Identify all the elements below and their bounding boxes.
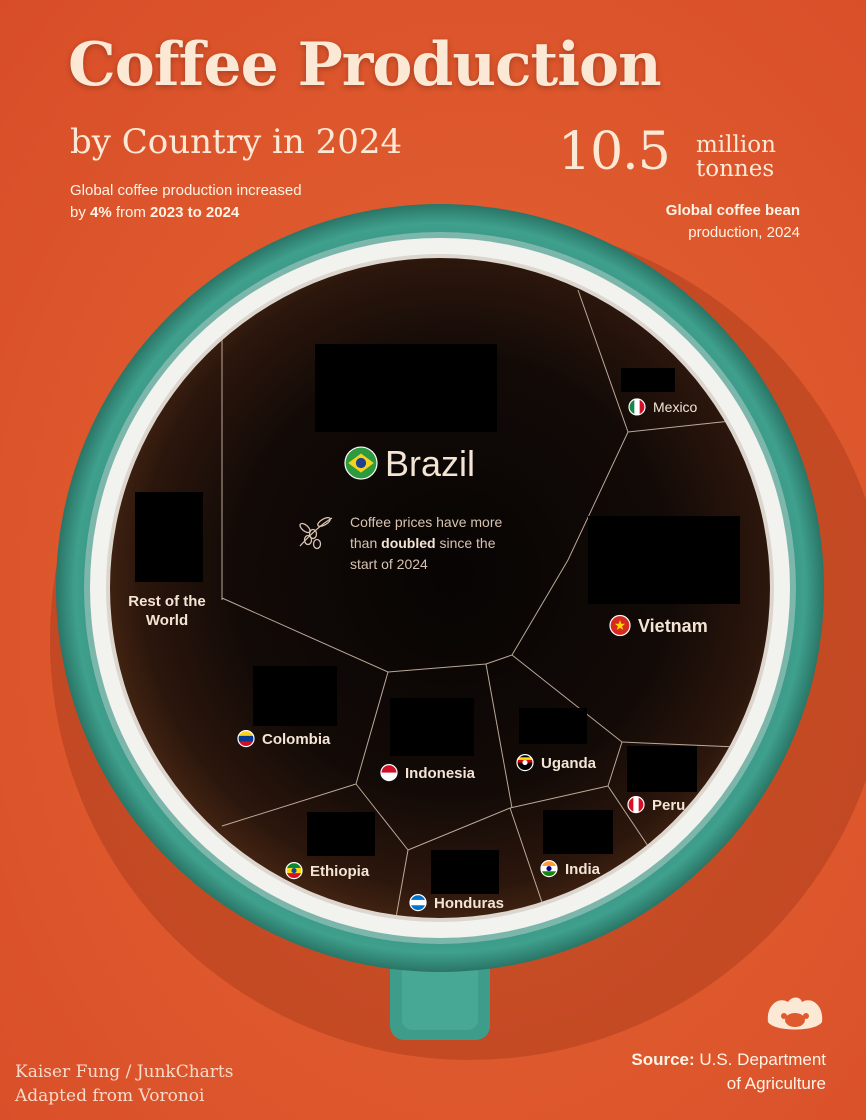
cell-border bbox=[627, 419, 741, 433]
credit-line-2: Adapted from Voronoi bbox=[15, 1086, 205, 1106]
unit-line-2: tonnes bbox=[696, 156, 775, 182]
vietnam-flag-icon bbox=[609, 614, 631, 637]
cell-border bbox=[407, 807, 511, 851]
region-name: Peru bbox=[652, 797, 685, 814]
region-label: Rest of the World bbox=[128, 593, 206, 629]
cell-border bbox=[221, 783, 357, 827]
cell-border bbox=[355, 671, 389, 785]
region-name: Uganda bbox=[541, 755, 597, 772]
total-note-rest: production, 2024 bbox=[688, 224, 800, 241]
redaction-box bbox=[627, 746, 697, 792]
unit-line-1: million bbox=[696, 132, 776, 158]
cell-border bbox=[577, 289, 629, 433]
total-production-unit: million tonnes bbox=[696, 133, 806, 181]
source-note: Source: U.S. Department of Agriculture bbox=[566, 1048, 826, 1096]
cell-border bbox=[485, 663, 513, 809]
mexico-flag-icon bbox=[628, 398, 646, 416]
region-label: Colombia bbox=[237, 729, 331, 748]
annotation-line-2-bold: doubled bbox=[381, 535, 435, 551]
publisher-logo-icon bbox=[767, 997, 823, 1030]
redaction-box bbox=[431, 850, 499, 894]
page-subtitle: by Country in 2024 bbox=[70, 122, 403, 162]
redaction-box bbox=[315, 344, 497, 432]
region-label: Mexico bbox=[628, 398, 698, 416]
redaction-box bbox=[390, 698, 474, 756]
voronoi-cells bbox=[221, 289, 761, 918]
source-line-2: of Agriculture bbox=[726, 1074, 826, 1093]
redaction-box bbox=[588, 516, 740, 604]
cell-border bbox=[509, 807, 549, 918]
region-label: Uganda bbox=[516, 753, 597, 772]
region-label: Ethiopia bbox=[285, 861, 370, 880]
cell-border bbox=[391, 849, 409, 918]
growth-note-years: 2023 to 2024 bbox=[150, 204, 240, 221]
page-title: Coffee Production bbox=[68, 30, 662, 100]
cell-border bbox=[387, 663, 487, 673]
peru-flag-icon bbox=[627, 795, 645, 814]
growth-note-mid: from bbox=[111, 204, 151, 221]
total-production-note: Global coffee bean production, 2024 bbox=[600, 200, 800, 244]
cell-border bbox=[511, 654, 623, 743]
region-label: Brazil bbox=[344, 443, 475, 484]
redaction-box bbox=[543, 810, 613, 854]
growth-note-text: Global coffee production increased by bbox=[70, 182, 302, 221]
region-label: Honduras bbox=[409, 893, 504, 912]
redaction-box bbox=[519, 708, 587, 744]
annotation-line-2: than doubled since the bbox=[350, 535, 496, 551]
annotation-line-2-post: since the bbox=[436, 535, 496, 551]
cell-border bbox=[485, 654, 513, 665]
growth-note: Global coffee production increased by 4%… bbox=[70, 180, 310, 224]
region-name: Ethiopia bbox=[310, 863, 370, 880]
region-name: Rest of the World bbox=[128, 593, 206, 629]
region-name: Honduras bbox=[434, 895, 504, 912]
region-name: India bbox=[565, 861, 601, 878]
annotation-line-1: Coffee prices have more bbox=[350, 514, 502, 530]
redaction-boxes bbox=[135, 344, 740, 894]
region-label: India bbox=[540, 859, 601, 878]
redaction-box bbox=[621, 368, 675, 392]
region-name: Colombia bbox=[262, 731, 331, 748]
credit: Kaiser Fung / JunkCharts Adapted from Vo… bbox=[15, 1060, 234, 1108]
annotation-line-2-pre: than bbox=[350, 535, 381, 551]
honduras-flag-icon bbox=[409, 893, 427, 912]
region-label: Peru bbox=[627, 795, 685, 814]
region-name: Mexico bbox=[653, 399, 698, 415]
region-label: Vietnam bbox=[609, 614, 708, 637]
uganda-flag-icon bbox=[516, 753, 534, 772]
brazil-flag-icon bbox=[344, 446, 378, 480]
redaction-box bbox=[135, 492, 203, 582]
indonesia-flag-icon bbox=[380, 763, 398, 782]
cell-border bbox=[221, 597, 389, 673]
region-name: Indonesia bbox=[405, 765, 476, 782]
redaction-box bbox=[307, 812, 375, 856]
source-line-1: Source: U.S. Department bbox=[566, 1048, 826, 1072]
annotation-line-3: start of 2024 bbox=[350, 556, 428, 572]
region-labels: Brazil Vietnam Mexico Rest of the World Colom… bbox=[128, 398, 708, 912]
total-note-bold: Global coffee bean bbox=[665, 202, 800, 219]
cell-border bbox=[355, 783, 409, 851]
credit-line-1: Kaiser Fung / JunkCharts bbox=[15, 1062, 234, 1082]
redaction-box bbox=[253, 666, 337, 726]
colombia-flag-icon bbox=[237, 729, 255, 748]
cell-border bbox=[509, 785, 609, 809]
india-flag-icon bbox=[540, 859, 558, 878]
source-line-1-rest: U.S. Department bbox=[694, 1050, 826, 1069]
region-label: Indonesia bbox=[380, 763, 476, 782]
source-bold: Source: bbox=[631, 1050, 695, 1069]
growth-note-percent: 4% bbox=[90, 204, 112, 221]
total-production-value: 10.5 bbox=[558, 122, 671, 182]
region-name: Brazil bbox=[385, 443, 475, 484]
ethiopia-flag-icon bbox=[285, 861, 303, 880]
cell-border bbox=[511, 431, 629, 656]
coffee-surface bbox=[110, 258, 770, 918]
region-name: Vietnam bbox=[638, 616, 708, 636]
coffee-branch-icon bbox=[299, 516, 333, 550]
